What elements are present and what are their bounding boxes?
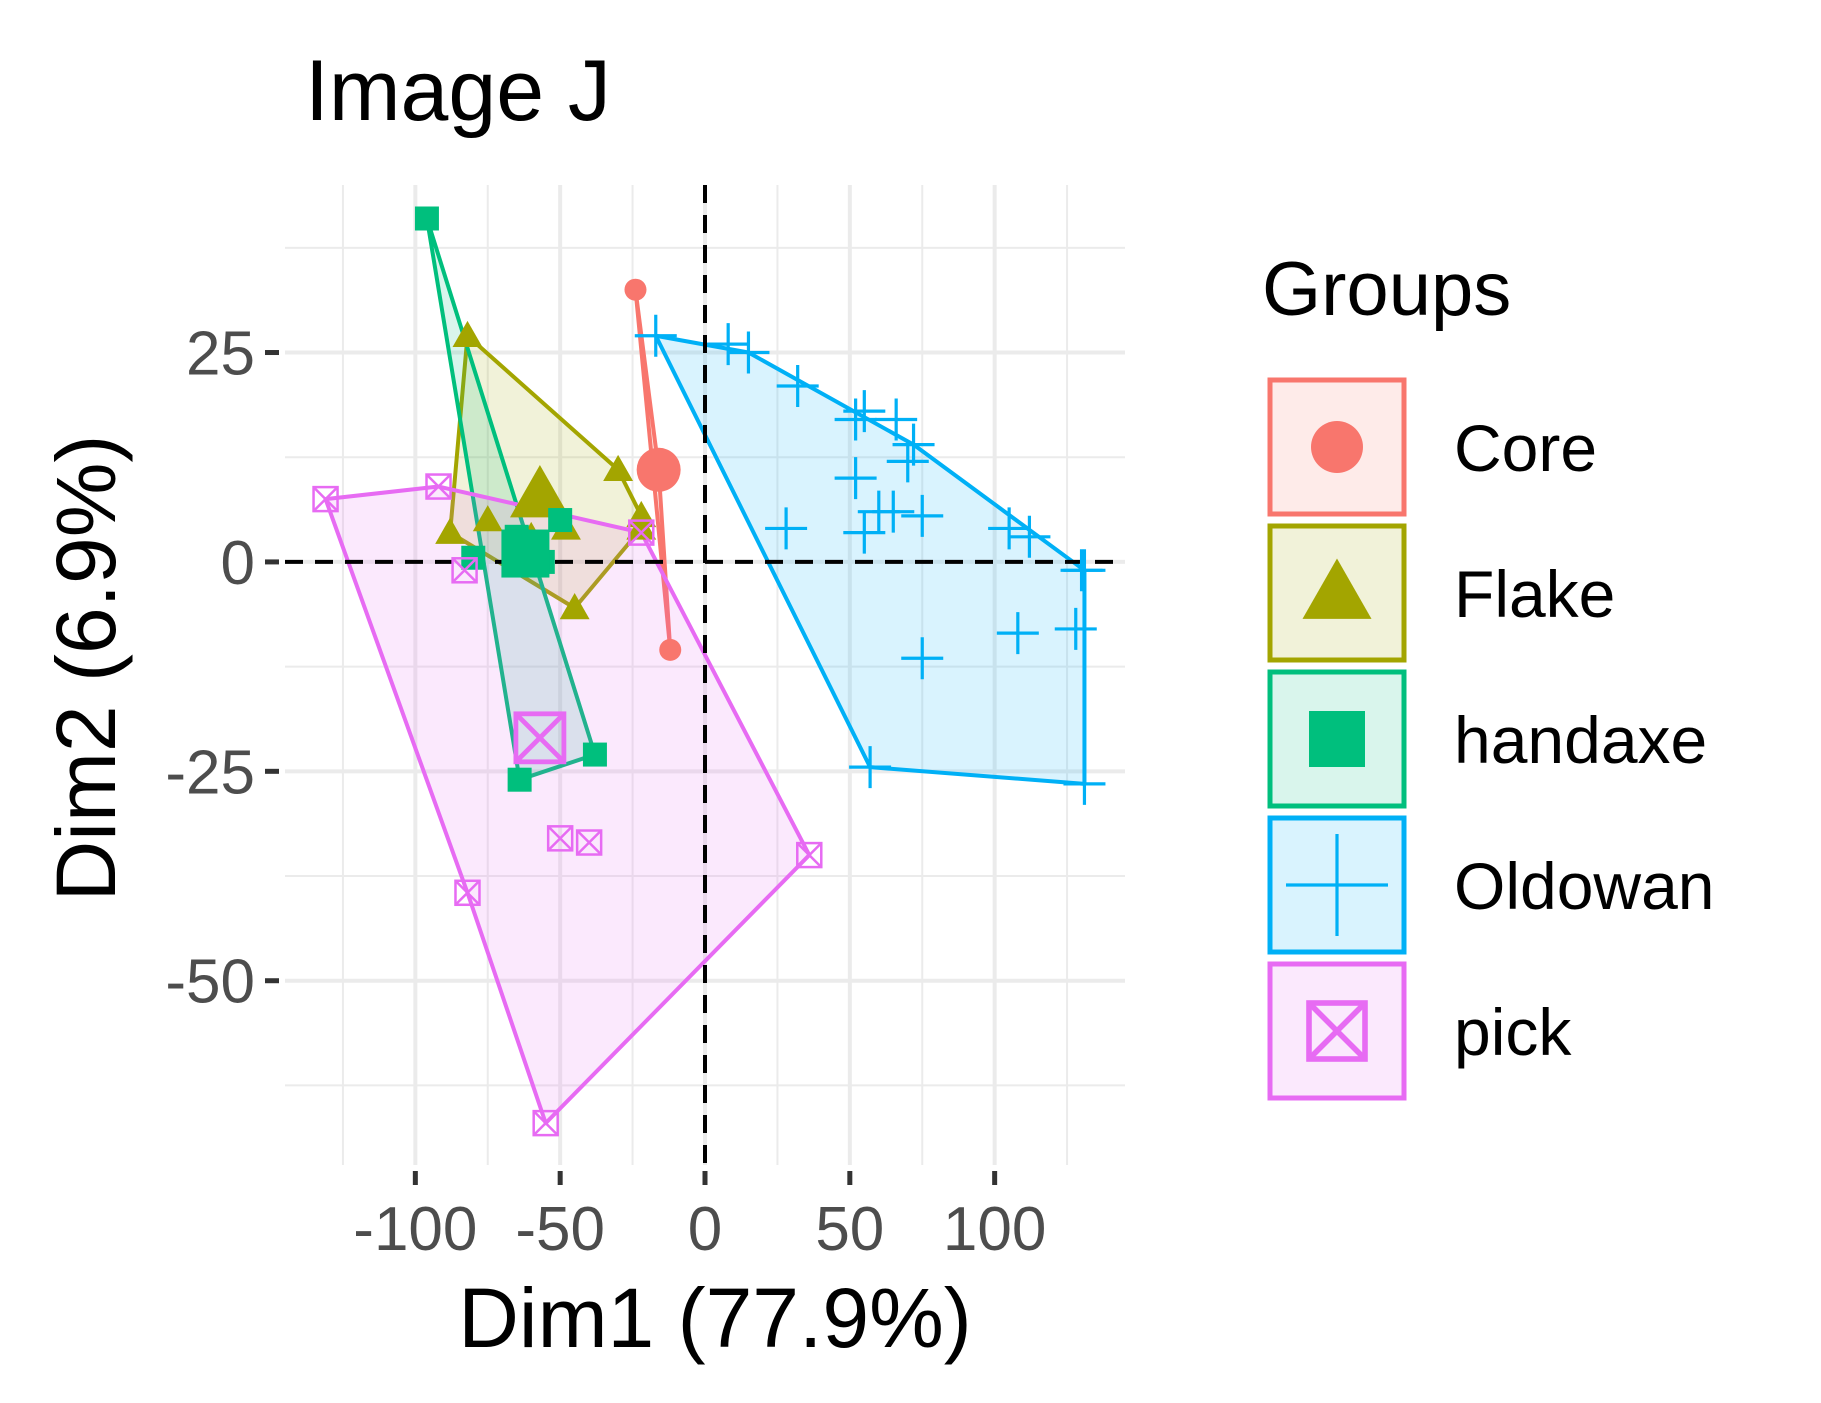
legend-label: handaxe	[1454, 703, 1707, 777]
data-point	[472, 505, 503, 532]
series-pick	[312, 473, 823, 1137]
legend-item-flake: Flake	[1267, 523, 1615, 663]
data-point	[425, 473, 452, 500]
legend-key-symbol	[1311, 421, 1363, 473]
y-axis: -50 -25 0 25	[165, 320, 279, 1017]
x-axis: -100 -50 0 50 100	[353, 1171, 1046, 1264]
data-point	[834, 398, 877, 441]
hull-handaxe	[424, 216, 597, 782]
data-point	[451, 557, 478, 584]
data-point	[452, 320, 483, 347]
data-point	[634, 314, 677, 357]
data-point	[901, 637, 944, 680]
data-point	[796, 841, 823, 869]
data-point	[548, 508, 573, 533]
legend-key	[1267, 523, 1407, 663]
data-point	[1008, 515, 1051, 558]
y-tick-label: 0	[221, 529, 255, 598]
data-point	[834, 457, 877, 500]
legend-key-symbol	[1306, 1000, 1368, 1062]
data-point	[988, 507, 1031, 550]
legend-key	[1267, 669, 1407, 809]
legend-label: Oldowan	[1454, 849, 1715, 923]
legend: Groups Core Flake handaxe Oldowan pick	[1262, 247, 1715, 1101]
y-tick-label: -50	[165, 948, 255, 1017]
legend-label: Flake	[1454, 557, 1615, 631]
legend-key-symbol	[1286, 834, 1388, 936]
series-core	[624, 278, 682, 661]
plot-panel	[285, 185, 1125, 1165]
data-point	[727, 331, 770, 374]
hulls	[323, 216, 1087, 1126]
data-point	[843, 390, 886, 433]
x-tick-label: -50	[515, 1195, 605, 1264]
data-point	[892, 423, 935, 466]
y-tick-label: 25	[186, 320, 255, 389]
data-point	[626, 513, 657, 540]
chart-title: Image J	[305, 43, 611, 139]
series-oldowan	[634, 314, 1106, 805]
data-point	[532, 1109, 559, 1137]
data-point	[1063, 549, 1106, 592]
data-point	[776, 365, 819, 408]
data-point	[559, 593, 590, 620]
x-tick-label: 50	[815, 1195, 884, 1264]
data-point	[1063, 762, 1106, 805]
series-handaxe	[414, 206, 607, 792]
data-point	[659, 638, 682, 661]
legend-item-core: Core	[1267, 377, 1597, 517]
data-point	[546, 825, 574, 852]
y-axis-label: Dim2 (6.9%)	[39, 435, 133, 902]
data-point	[996, 612, 1039, 655]
centroid-point	[509, 465, 570, 518]
data-point	[849, 746, 892, 789]
data-point	[628, 519, 655, 546]
data-point	[575, 829, 603, 856]
x-tick-label: -100	[353, 1195, 477, 1264]
data-point	[765, 507, 808, 550]
x-axis-label: Dim1 (77.9%)	[458, 1271, 971, 1365]
legend-key-symbol	[1302, 558, 1372, 619]
legend-label: Core	[1454, 411, 1597, 485]
data-point	[624, 278, 647, 301]
centroid-point	[636, 447, 681, 492]
y-tick-label: -25	[165, 738, 255, 807]
legend-label: pick	[1454, 995, 1572, 1069]
data-point	[454, 879, 481, 907]
data-point	[603, 454, 634, 481]
data-point	[707, 323, 750, 366]
data-point	[312, 485, 339, 513]
data-point	[886, 440, 929, 483]
legend-item-pick: pick	[1267, 961, 1572, 1101]
x-tick-label: 0	[688, 1195, 722, 1264]
legend-item-oldowan: Oldowan	[1267, 815, 1715, 955]
data-point	[414, 206, 439, 231]
legend-item-handaxe: handaxe	[1267, 669, 1707, 809]
data-point	[507, 767, 532, 792]
legend-title: Groups	[1262, 247, 1511, 332]
data-point	[872, 490, 915, 533]
x-tick-label: 100	[943, 1195, 1046, 1264]
data-point	[901, 494, 944, 537]
centroid-point	[501, 529, 550, 578]
data-point	[1054, 607, 1097, 650]
data-point	[582, 742, 607, 767]
centroid-point	[513, 711, 567, 765]
data-point	[875, 398, 918, 441]
legend-key-symbol	[1309, 711, 1365, 767]
data-point	[435, 517, 466, 544]
